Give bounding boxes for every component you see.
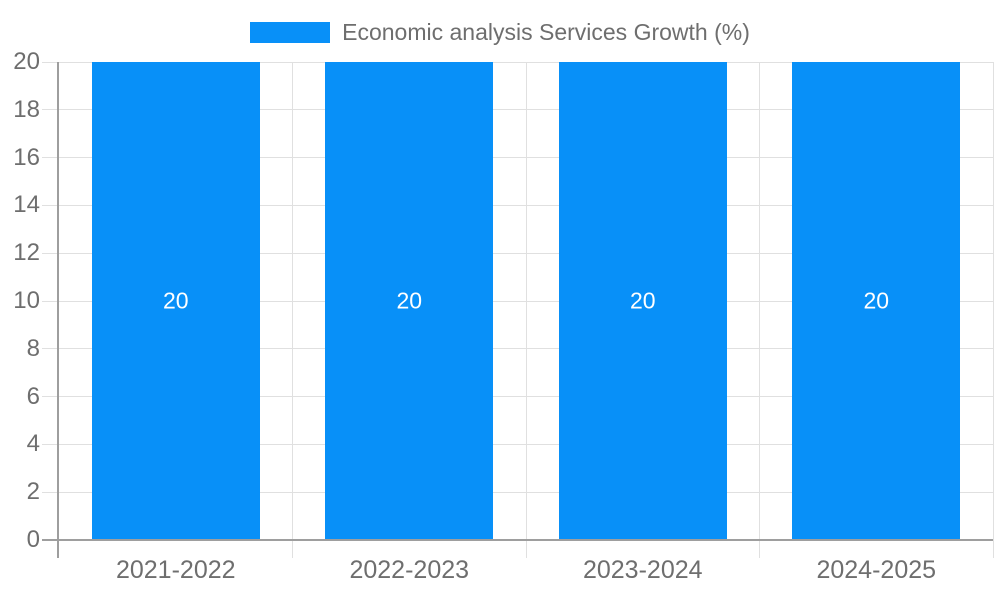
y-tick-label: 6 bbox=[26, 382, 40, 410]
bar-value-label: 20 bbox=[863, 287, 890, 314]
chart-legend[interactable]: Economic analysis Services Growth (%) bbox=[0, 19, 1000, 45]
y-tick-label: 14 bbox=[13, 191, 40, 219]
gridline-horizontal bbox=[42, 252, 993, 254]
gridline-vertical bbox=[292, 62, 293, 558]
gridline-vertical bbox=[992, 62, 994, 558]
bar-value-label: 20 bbox=[396, 287, 423, 314]
bar-value-label: 20 bbox=[629, 287, 656, 314]
y-axis-line bbox=[57, 62, 59, 558]
gridline-vertical bbox=[525, 62, 527, 558]
y-tick-label: 20 bbox=[13, 48, 40, 75]
y-tick-label: 8 bbox=[26, 334, 40, 362]
y-tick-label: 2 bbox=[26, 478, 40, 506]
y-tick-label: 18 bbox=[13, 95, 40, 123]
y-tick-label: 12 bbox=[13, 239, 40, 267]
gridline-horizontal bbox=[42, 443, 993, 445]
bar-2023-2024[interactable]: 20 bbox=[558, 62, 727, 540]
gridline-horizontal bbox=[42, 348, 993, 350]
x-tick-label: 2024-2025 bbox=[816, 556, 937, 584]
gridline-horizontal bbox=[42, 204, 993, 206]
gridline-horizontal bbox=[42, 109, 993, 111]
x-tick-label: 2021-2022 bbox=[115, 556, 236, 584]
bar-2024-2025[interactable]: 20 bbox=[792, 62, 961, 540]
legend-label: Economic analysis Services Growth (%) bbox=[342, 19, 750, 45]
gridline-vertical bbox=[759, 62, 760, 558]
y-tick-label: 4 bbox=[26, 430, 40, 458]
bar-value-label: 20 bbox=[162, 287, 189, 314]
plot-area: 20 20 20 20 bbox=[42, 61, 994, 558]
y-tick-label: 10 bbox=[13, 287, 40, 314]
y-tick-label: 16 bbox=[13, 143, 40, 171]
bar-2022-2023[interactable]: 20 bbox=[325, 62, 494, 540]
bar-2021-2022[interactable]: 20 bbox=[91, 62, 260, 540]
x-tick-label: 2022-2023 bbox=[349, 556, 470, 584]
gridline-horizontal bbox=[42, 157, 993, 159]
y-tick-label: 0 bbox=[26, 526, 40, 553]
gridline-horizontal bbox=[42, 491, 993, 493]
gridline-horizontal bbox=[42, 61, 993, 63]
legend-swatch-icon bbox=[250, 22, 331, 43]
x-axis-line bbox=[42, 539, 993, 541]
gridline-horizontal bbox=[42, 300, 993, 302]
gridline-horizontal bbox=[42, 396, 993, 398]
x-tick-label: 2023-2024 bbox=[582, 556, 703, 584]
